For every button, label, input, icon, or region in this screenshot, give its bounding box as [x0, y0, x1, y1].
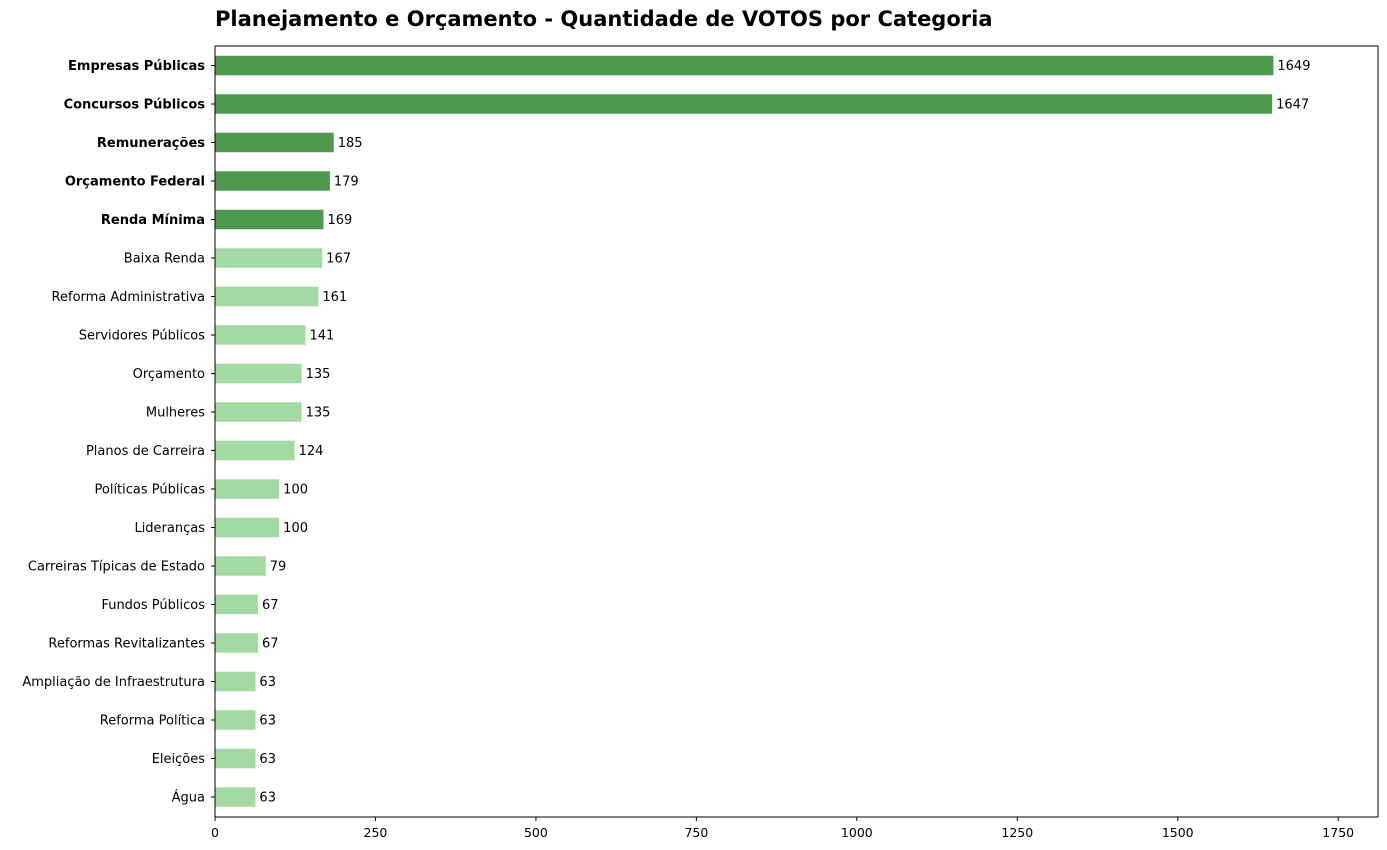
chart-title: Planejamento e Orçamento - Quantidade de… [215, 7, 993, 31]
value-label: 167 [326, 252, 351, 267]
category-label: Água [172, 790, 205, 806]
bar [215, 479, 280, 499]
category-label: Empresas Públicas [68, 59, 205, 74]
x-tick-label: 500 [524, 825, 548, 840]
category-label: Reforma Administrativa [52, 290, 205, 305]
bar [215, 402, 302, 422]
category-label: Concursos Públicos [64, 98, 206, 113]
x-tick-label: 0 [211, 825, 219, 840]
value-label: 124 [299, 444, 324, 459]
x-tick-label: 1500 [1162, 825, 1194, 840]
bar [215, 440, 295, 461]
x-tick-label: 1250 [1001, 825, 1033, 840]
bar [215, 325, 306, 345]
category-label: Lideranças [134, 521, 205, 536]
bar [215, 710, 256, 730]
category-label: Reforma Política [100, 714, 205, 729]
bar [215, 671, 256, 692]
value-label: 169 [327, 213, 352, 228]
axes: 0 250 500 750 1000 1250 1500 1750 [211, 45, 1379, 840]
value-label: 179 [334, 175, 359, 190]
bar [215, 248, 323, 268]
category-label: Mulheres [146, 406, 205, 421]
value-label: 135 [306, 406, 331, 421]
value-label: 63 [259, 752, 276, 767]
value-labels-layer: 1649 1647 185 179 169 167 161 141 135 135 124 100 10… [259, 59, 1310, 806]
bar [215, 286, 319, 307]
category-label: Políticas Públicas [95, 483, 206, 498]
bar [215, 209, 324, 230]
category-label: Ampliação de Infraestrutura [22, 675, 205, 690]
category-label: Orçamento Federal [65, 175, 205, 190]
bar [215, 556, 266, 576]
category-label: Renda Mínima [101, 213, 205, 228]
category-label: Reformas Revitalizantes [48, 637, 205, 652]
value-label: 135 [306, 367, 331, 382]
value-label: 185 [338, 136, 363, 151]
bar [215, 94, 1273, 114]
category-labels-layer: Empresas Públicas Concursos Públicos Remun… [22, 59, 205, 806]
bar [215, 132, 334, 153]
category-label: Remunerações [97, 136, 205, 151]
bar [215, 633, 259, 653]
value-label: 79 [270, 560, 287, 575]
value-label: 67 [262, 637, 279, 652]
bar [215, 55, 1274, 76]
bars-layer [215, 55, 1274, 807]
category-label: Orçamento [133, 367, 205, 382]
x-tick-label: 750 [684, 825, 708, 840]
bar [215, 748, 256, 769]
category-label: Carreiras Típicas de Estado [28, 560, 205, 575]
value-label: 67 [262, 598, 279, 613]
value-label: 1649 [1277, 59, 1310, 74]
value-label: 1647 [1276, 98, 1309, 113]
value-label: 100 [283, 483, 308, 498]
bar [215, 517, 280, 538]
x-tick-label: 1000 [841, 825, 873, 840]
category-label: Planos de Carreira [86, 444, 205, 459]
category-label: Servidores Públicos [79, 329, 205, 344]
bar [215, 787, 256, 807]
x-tick-label: 250 [364, 825, 388, 840]
x-tick-label: 1750 [1322, 825, 1354, 840]
category-label: Baixa Renda [124, 252, 205, 267]
category-label: Eleições [152, 752, 206, 767]
value-label: 63 [259, 675, 276, 690]
plot-frame [214, 45, 1379, 818]
value-label: 100 [283, 521, 308, 536]
value-label: 63 [259, 791, 276, 806]
value-label: 161 [322, 290, 347, 305]
bar [215, 363, 302, 384]
category-label: Fundos Públicos [101, 598, 205, 613]
bar [215, 594, 259, 615]
value-label: 63 [259, 714, 276, 729]
value-label: 141 [309, 329, 334, 344]
bar [215, 171, 330, 191]
